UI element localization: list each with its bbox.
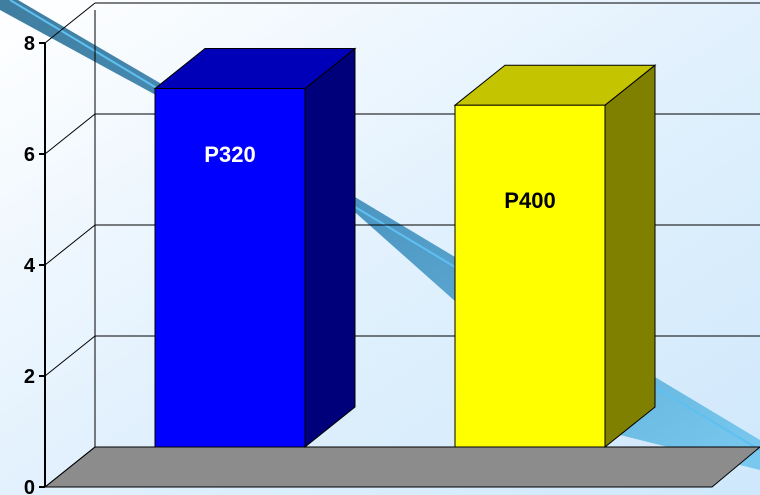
y-tick-label: 6 [24, 144, 35, 166]
y-tick-label: 8 [24, 33, 35, 55]
gridline-diagonal [44, 2, 96, 44]
data-label: P320 [204, 142, 255, 167]
floor-plane [43, 446, 760, 488]
data-labels: P320 P400 [204, 142, 555, 213]
gridline-diagonal [44, 335, 96, 377]
bar-front-face [454, 104, 606, 448]
bar-side-face [304, 47, 356, 449]
gridline-diagonal [44, 446, 96, 488]
y-tick-label: 0 [24, 477, 35, 495]
bar-p400 [453, 64, 657, 449]
bar-series [153, 47, 657, 449]
bar-p320 [153, 47, 357, 449]
bar-side-face [604, 64, 656, 449]
gridline-diagonal [44, 224, 96, 266]
value-axis: 0 2 4 6 8 [24, 33, 712, 495]
gridline-diagonal [44, 113, 96, 155]
y-tick-label: 4 [24, 255, 36, 277]
bar-front-face [154, 88, 306, 448]
chart-floor [43, 446, 760, 488]
y-tick-label: 2 [24, 366, 35, 388]
data-label: P400 [504, 188, 555, 213]
